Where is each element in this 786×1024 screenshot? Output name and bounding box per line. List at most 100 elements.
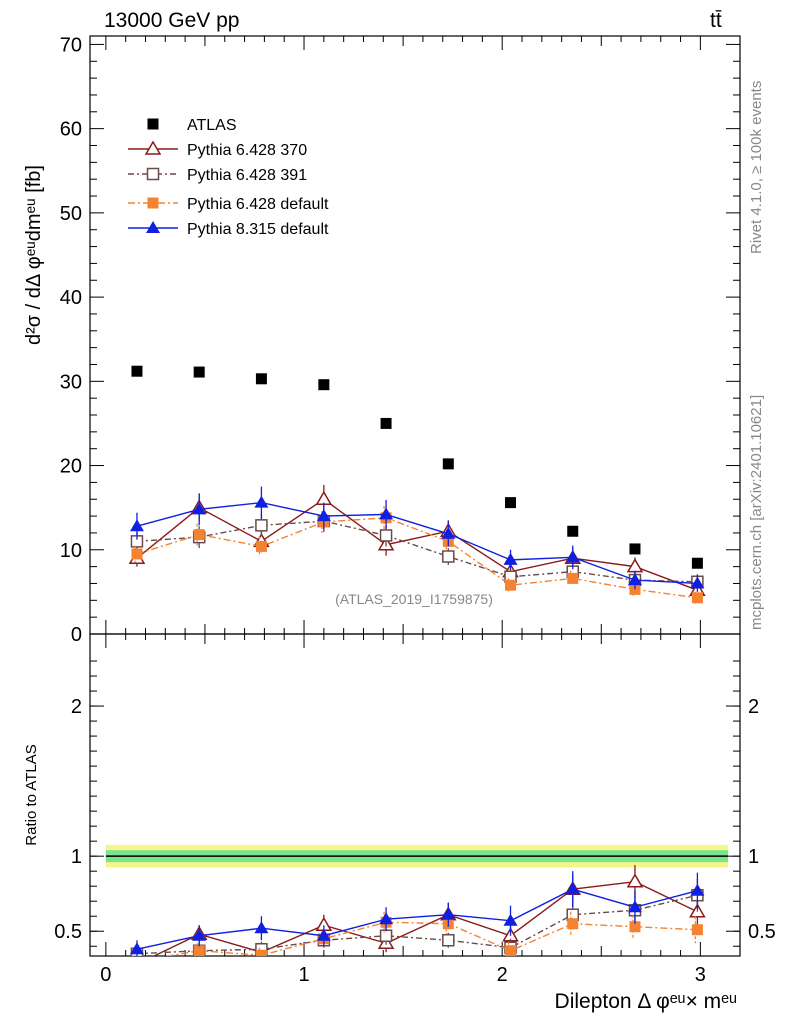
x-tick-label: 0 — [100, 964, 111, 986]
ratio-line-p391 — [136, 894, 698, 955]
ratio-y-axis-title: Ratio to ATLAS — [23, 744, 40, 845]
mcplots-credit-label: mcplots.cern.ch [arXiv:2401.10621] — [748, 395, 765, 630]
legend-label-pythia-8-default: Pythia 8.315 default — [187, 221, 329, 238]
main-point-atlas — [505, 497, 517, 509]
ratio-line-p8def — [136, 888, 698, 950]
main-line-p370 — [136, 498, 698, 591]
main-point-p6def — [255, 540, 267, 552]
legend-entry-atlas: ATLAS — [147, 117, 237, 134]
main-axis-ticks: 10 20 30 40 50 60 70 0 0 1 2 3 — [60, 34, 740, 986]
legend: ATLAS Pythia 6.428 370 Pythia 6.428 391 … — [128, 117, 329, 238]
ratio-point-p6def — [691, 924, 703, 936]
main-series-p8def — [129, 486, 705, 592]
legend-label-atlas: ATLAS — [187, 117, 237, 134]
ratio-panel-frame — [89, 633, 741, 957]
main-point-atlas — [380, 417, 392, 429]
main-point-p8def — [690, 576, 705, 589]
main-point-atlas — [691, 557, 703, 569]
legend-marker-p370 — [144, 140, 162, 155]
ratio-point-p6def — [567, 918, 579, 930]
ratio-line-p6def — [163, 921, 698, 956]
ratio-y-tick-label: 1 — [71, 846, 82, 868]
rivet-version-label: Rivet 4.1.0, ≥ 100k events — [748, 81, 765, 254]
ratio-axis-ticks: 0.5 0.5 1 1 2 2 — [54, 660, 776, 947]
x-axis-title: Dilepton Δ φᵉᵘ× mᵉᵘ — [555, 990, 737, 1013]
ratio-point-p8def — [192, 928, 207, 941]
x-tick-label: 3 — [695, 964, 706, 986]
main-point-p8def — [192, 502, 207, 515]
main-line-p8def — [136, 501, 698, 585]
ratio-point-p8def — [379, 912, 394, 925]
legend-marker-p6def — [147, 197, 159, 209]
main-point-atlas — [255, 373, 267, 385]
ratio-y-tick-label-right: 1 — [748, 846, 759, 868]
main-point-p6def — [193, 529, 205, 541]
main-point-p8def — [254, 495, 269, 508]
main-point-p6def — [131, 548, 143, 560]
main-point-atlas — [318, 379, 330, 391]
main-line-p391 — [136, 520, 698, 583]
header-process-label: tt̄ — [710, 9, 722, 32]
ratio-y-tick-label-right: 0.5 — [748, 921, 776, 943]
ratio-y-tick-label: 2 — [71, 696, 82, 718]
legend-entry-pythia-6-370: Pythia 6.428 370 — [128, 140, 307, 159]
legend-label-pythia-6-391: Pythia 6.428 391 — [187, 167, 307, 184]
ratio-series-p391 — [130, 878, 704, 956]
main-point-p6def — [567, 572, 579, 584]
main-series-layer — [128, 365, 706, 604]
main-y-tick-label-zero: 0 — [71, 624, 82, 646]
ratio-series-p8def — [129, 871, 705, 956]
ratio-y-tick-label-right: 2 — [748, 696, 759, 718]
main-point-atlas — [442, 458, 454, 470]
main-point-p391 — [442, 550, 455, 563]
main-point-p391 — [255, 519, 268, 532]
analysis-id-label: (ATLAS_2019_I1759875) — [335, 591, 493, 607]
main-y-tick-label: 10 — [60, 540, 82, 562]
main-series-p370 — [128, 484, 706, 598]
main-point-p8def — [503, 552, 518, 565]
main-y-tick-label: 60 — [60, 119, 82, 141]
main-point-atlas — [193, 366, 205, 378]
main-point-p8def — [565, 550, 580, 563]
main-point-atlas — [629, 543, 641, 555]
ratio-y-tick-label: 0.5 — [54, 921, 82, 943]
ratio-point-p370 — [136, 955, 138, 956]
ratio-point-p6def — [255, 949, 267, 956]
legend-marker-p391 — [146, 167, 160, 181]
main-y-tick-label: 70 — [60, 34, 82, 56]
main-series-atlas — [131, 365, 703, 569]
main-point-atlas — [131, 365, 143, 377]
legend-entry-pythia-8-default: Pythia 8.315 default — [128, 221, 329, 238]
legend-label-pythia-6-370: Pythia 6.428 370 — [187, 142, 307, 159]
main-point-p8def — [129, 519, 144, 532]
ratio-point-p370 — [626, 873, 644, 888]
ratio-point-p6def — [193, 945, 205, 956]
main-y-tick-label: 30 — [60, 371, 82, 393]
main-line-p6def — [136, 517, 698, 599]
ratio-series-layer — [129, 865, 706, 956]
main-y-tick-label: 20 — [60, 456, 82, 478]
main-y-axis-title: d²σ / dΔ φᵉᵘdmᵉᵘ [fb] — [23, 165, 45, 345]
main-series-p391 — [130, 510, 704, 590]
x-tick-label: 1 — [298, 964, 309, 986]
ratio-point-p8def — [316, 928, 331, 941]
main-y-tick-label: 40 — [60, 287, 82, 309]
main-series-p6def — [131, 505, 703, 604]
main-point-p6def — [691, 592, 703, 604]
main-point-p391 — [379, 529, 393, 542]
ratio-point-p8def — [254, 921, 269, 934]
ratio-point-p6def — [131, 955, 143, 956]
legend-marker-atlas — [147, 118, 159, 130]
ratio-line-p370 — [152, 880, 698, 956]
ratio-point-p8def — [565, 882, 580, 895]
ratio-point-p8def — [441, 907, 456, 920]
legend-entry-pythia-6-391: Pythia 6.428 391 — [128, 167, 307, 184]
main-point-atlas — [567, 525, 579, 537]
legend-label-pythia-6-default: Pythia 6.428 default — [187, 196, 329, 213]
x-tick-label: 2 — [497, 964, 508, 986]
ratio-point-p391 — [442, 933, 455, 947]
ratio-point-p8def — [627, 900, 642, 913]
main-point-p8def — [316, 509, 331, 522]
ratio-point-p8def — [503, 913, 518, 926]
